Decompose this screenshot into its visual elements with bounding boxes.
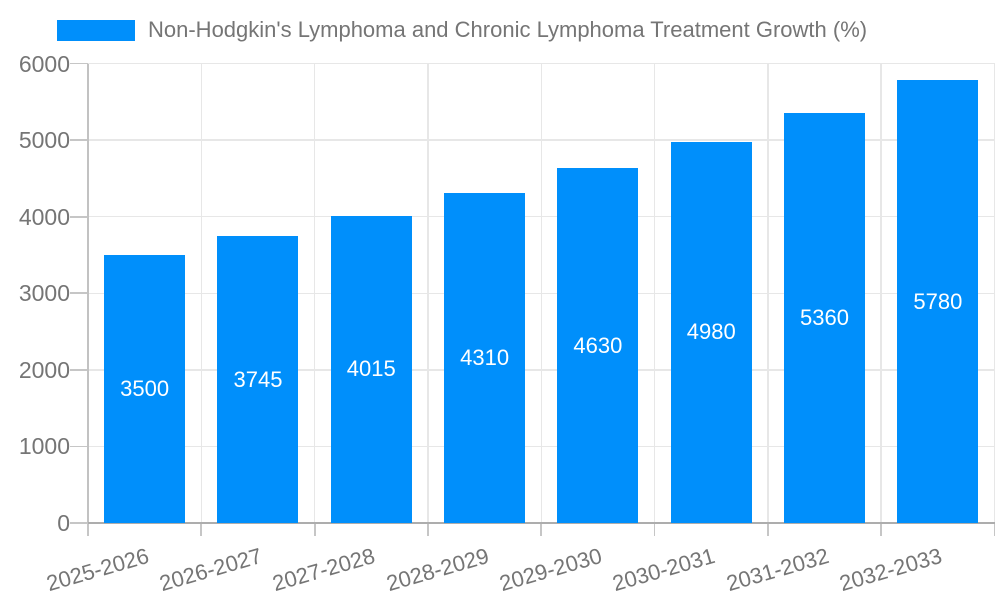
x-axis-tick [313,523,316,536]
x-axis-tick [427,523,429,536]
y-axis-tick [70,522,88,524]
y-axis-line [87,63,89,523]
x-axis-tick [87,523,89,536]
y-axis-label: 6000 [18,50,70,77]
v-gridline [993,63,996,523]
y-axis-tick [70,445,88,448]
y-axis-label: 5000 [18,127,70,154]
y-axis-tick [70,215,88,218]
v-gridline [200,63,203,523]
bar[interactable] [444,192,526,523]
bar[interactable] [557,168,639,523]
y-axis-tick [70,292,88,295]
v-gridline [880,63,882,523]
bar-value-label: 5360 [800,304,849,330]
y-axis-label: 3000 [18,280,70,307]
y-axis-tick [70,139,88,141]
x-axis-tick [540,523,543,536]
x-axis-tick [653,523,656,536]
y-axis-tick [70,62,88,65]
bar[interactable] [104,254,186,523]
v-gridline [540,63,542,523]
legend-swatch [57,19,135,41]
v-gridline [427,63,429,523]
y-axis-label: 0 [57,510,70,536]
y-axis-label: 2000 [18,356,70,383]
legend-item[interactable]: Non-Hodgkin's Lymphoma and Chronic Lymph… [57,17,867,43]
v-gridline [313,63,316,523]
bar-value-label: 3500 [120,375,170,401]
x-axis-baseline [88,522,995,524]
x-axis-tick [766,523,769,536]
bar-value-label: 4310 [460,344,510,370]
bar[interactable] [784,112,866,523]
v-gridline [767,63,769,523]
bar-value-label: 4630 [573,332,623,358]
y-axis-label: 1000 [18,433,70,460]
x-axis-tick [200,523,203,536]
bar-value-label: 4015 [346,356,396,382]
bar[interactable] [330,215,412,523]
y-axis-tick [70,368,88,371]
bar[interactable] [217,236,299,523]
y-axis-label: 4000 [18,203,70,230]
bar-value-label: 5780 [913,288,963,314]
bar-value-label: 3745 [233,366,283,392]
bar[interactable] [897,80,979,523]
legend-label: Non-Hodgkin's Lymphoma and Chronic Lymph… [148,17,868,42]
bar[interactable] [670,141,752,523]
x-axis-tick [993,523,996,536]
v-gridline [653,63,656,523]
x-axis-tick [880,523,883,536]
bar-value-label: 4980 [686,319,736,345]
